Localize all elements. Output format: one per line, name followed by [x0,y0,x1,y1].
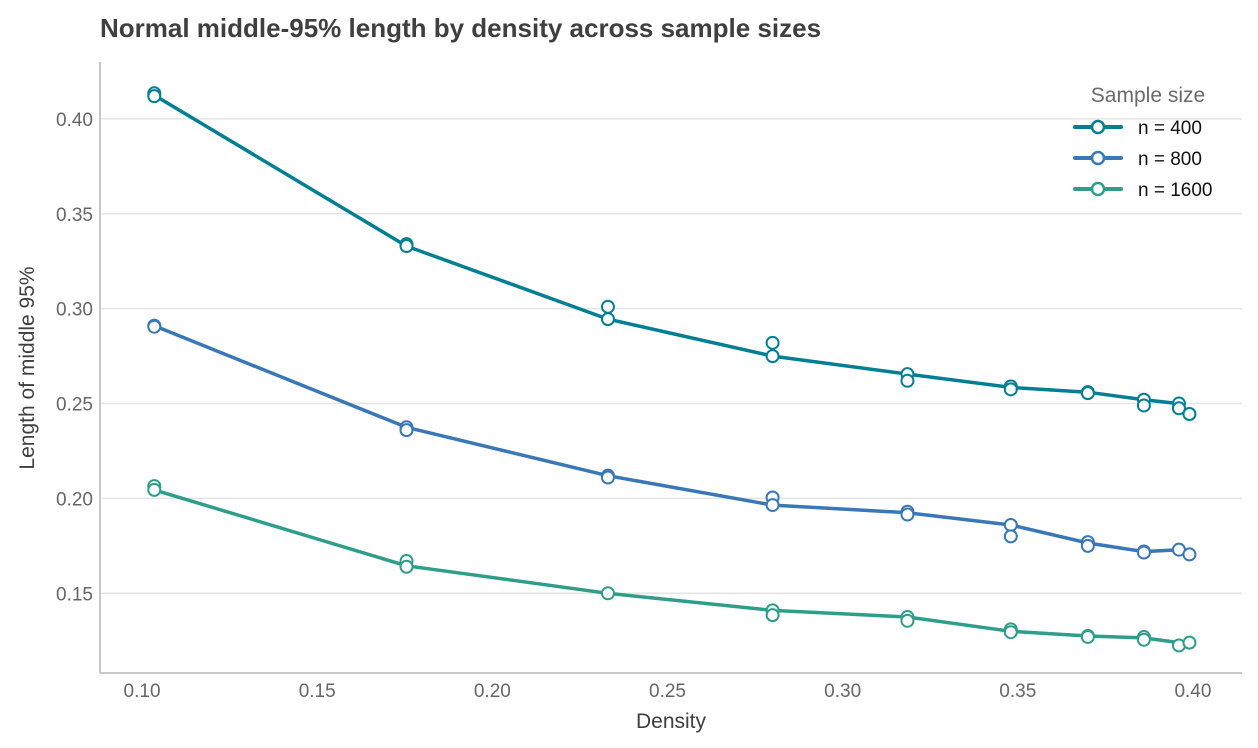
data-point [1171,401,1186,416]
series-lines [152,93,1192,645]
data-point [600,586,615,601]
x-tick-label: 0.25 [649,681,686,702]
legend-marker [1090,119,1106,135]
y-tick-label: 0.20 [56,489,93,510]
series-line [152,93,1192,416]
data-point [147,482,162,497]
y-tick-label: 0.35 [56,205,93,226]
series-points [147,86,1197,653]
data-point [600,470,615,485]
x-axis-label: Density [636,710,707,733]
data-point [1182,635,1197,650]
data-point [1003,517,1018,532]
series-line [152,324,1192,557]
data-point [765,608,780,623]
legend-label: n = 1600 [1138,180,1213,201]
y-tick-label: 0.25 [56,395,93,416]
y-axis-ticks: 0.15 0.20 0.25 0.30 0.35 0.40 [56,110,93,605]
data-point [1003,382,1018,397]
data-point [1003,529,1018,544]
data-point [600,299,615,314]
x-tick-label: 0.10 [124,681,161,702]
data-point [399,423,414,438]
data-point [1136,632,1151,647]
data-point [765,335,780,350]
data-point [765,349,780,364]
chart-title: Normal middle-95% length by density acro… [100,13,821,43]
x-tick-label: 0.20 [474,681,511,702]
data-point [600,312,615,327]
y-axis-label: Length of middle 95% [16,266,39,469]
data-point [1003,625,1018,640]
data-point [147,319,162,334]
y-tick-label: 0.15 [56,584,93,605]
data-point [1080,386,1095,401]
series-line [152,488,1192,645]
data-point [765,498,780,513]
legend-title: Sample size [1091,84,1205,107]
x-tick-label: 0.30 [824,681,861,702]
legend-marker [1090,150,1106,166]
legend-label: n = 400 [1138,118,1202,139]
y-tick-label: 0.30 [56,300,93,321]
y-gridlines [100,118,1242,595]
x-tick-label: 0.40 [1174,681,1211,702]
legend-marker [1090,181,1106,197]
x-tick-label: 0.35 [999,681,1036,702]
data-point [147,89,162,104]
data-point [900,507,915,522]
data-point [399,239,414,254]
x-axis-ticks: 0.10 0.15 0.20 0.25 0.30 0.35 0.40 [124,681,1212,702]
data-point [1080,538,1095,553]
legend-label: n = 800 [1138,149,1202,170]
legend: Sample size n = 400 n = 800 n = 1600 [1073,84,1213,201]
data-point [1136,545,1151,560]
data-point [900,373,915,388]
data-point [900,613,915,628]
data-point [1136,398,1151,413]
data-point [1080,629,1095,644]
y-tick-label: 0.40 [56,110,93,131]
x-tick-label: 0.15 [299,681,336,702]
data-point [1182,547,1197,562]
data-point [1182,406,1197,421]
data-point [399,559,414,574]
